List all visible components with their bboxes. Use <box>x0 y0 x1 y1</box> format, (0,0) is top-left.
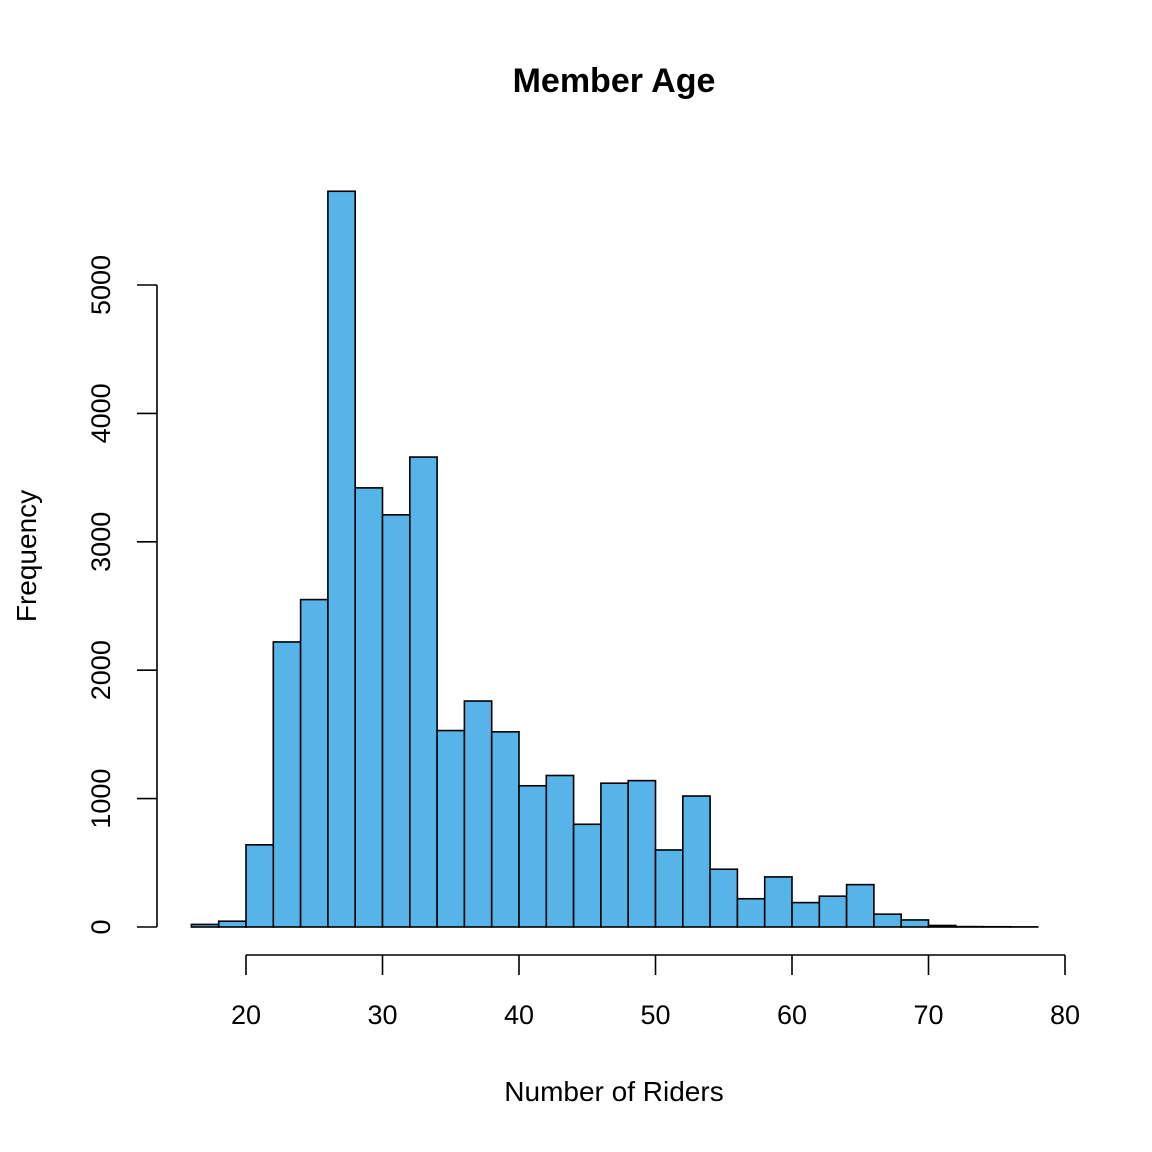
histogram-bar <box>763 876 793 928</box>
histogram-bar <box>408 456 438 928</box>
y-tick-label: 2000 <box>86 640 116 700</box>
histogram-bar <box>709 868 739 928</box>
x-tick-label: 30 <box>367 1000 397 1030</box>
x-axis-label: Number of Riders <box>504 1076 723 1107</box>
histogram-bar <box>927 924 957 928</box>
histogram-bar <box>627 779 657 928</box>
histogram-bar <box>436 729 466 928</box>
histogram-bar <box>600 782 630 928</box>
histogram-bar <box>845 883 875 928</box>
x-tick-label: 40 <box>504 1000 534 1030</box>
histogram-bar <box>490 731 520 928</box>
y-tick-label: 3000 <box>86 512 116 572</box>
histogram-bar <box>545 774 575 928</box>
histogram-bar <box>873 913 903 928</box>
histogram-bar <box>217 920 247 928</box>
y-axis: 0 1000 2000 3000 4000 5000 <box>86 255 158 935</box>
x-axis: 20 30 40 50 60 70 80 <box>231 954 1080 1030</box>
histogram-bar <box>654 849 684 928</box>
x-tick-label: 50 <box>640 1000 670 1030</box>
histogram-bar <box>463 700 493 928</box>
histogram-bar <box>736 897 766 928</box>
y-tick-label: 5000 <box>86 255 116 315</box>
y-tick-label: 1000 <box>86 769 116 829</box>
histogram-bar <box>381 514 411 928</box>
histogram-bar <box>354 487 384 928</box>
histogram-bar <box>327 190 356 928</box>
histogram-bar <box>681 795 711 928</box>
x-tick-label: 20 <box>231 1000 261 1030</box>
x-tick-label: 80 <box>1050 1000 1080 1030</box>
histogram-bar <box>791 901 821 928</box>
histogram-bar <box>190 923 220 928</box>
y-axis-label: Frequency <box>11 490 42 622</box>
histogram-bar <box>818 895 848 928</box>
histogram-bar <box>900 919 930 928</box>
histogram-bar <box>518 784 548 928</box>
x-tick-label: 60 <box>777 1000 807 1030</box>
histogram-bar <box>272 641 302 928</box>
y-tick-label: 0 <box>86 919 116 934</box>
histogram-bar <box>299 598 329 928</box>
histogram-bar <box>245 844 275 928</box>
histogram-bar <box>572 823 602 928</box>
bars-group <box>190 190 1039 928</box>
x-tick-label: 70 <box>913 1000 943 1030</box>
chart-title: Member Age <box>513 62 716 100</box>
y-tick-label: 4000 <box>86 383 116 443</box>
